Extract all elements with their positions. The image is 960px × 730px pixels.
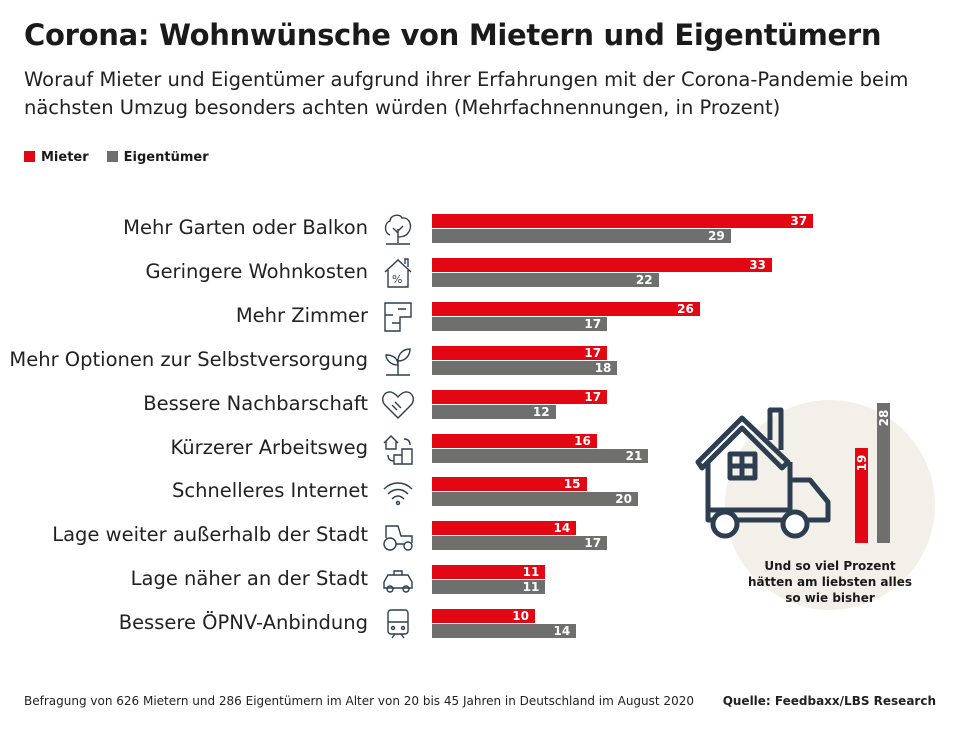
data-label: 37 [790,214,808,228]
data-label: 16 [574,433,591,448]
category-label: Lage näher an der Stadt [130,567,368,591]
bar-mieter [432,257,772,272]
bar-mieter [432,609,535,624]
legend-swatch [24,151,35,162]
data-label: 11 [522,565,540,580]
data-label: 17 [584,536,602,551]
chart-title: Corona: Wohnwünsche von Mietern und Eige… [24,18,882,52]
bar-eigentuemer [432,360,618,375]
bar-eigentuemer [432,624,577,639]
wifi-icon [383,482,413,506]
commute-icon [383,434,413,465]
category-label: Mehr Garten oder Balkon [123,216,368,239]
inset-data-label: 19 [855,454,869,472]
data-label: 10 [512,609,529,624]
legend-item-mieter: Mieter [24,150,89,165]
bar-mieter [432,345,608,360]
data-label: 33 [749,257,766,272]
bar-mieter [432,301,700,316]
data-label: 15 [563,477,581,492]
tractor-icon [383,525,413,551]
source: Quelle: Feedbaxx/LBS Research [722,694,936,708]
inset-data-label: 28 [877,409,891,427]
bar-mieter [432,565,546,580]
bar-mieter [432,521,577,536]
bar-eigentuemer [432,404,556,419]
inset-bar-mieter [855,448,868,543]
svg-text:%: % [392,273,402,286]
taxi-icon [383,570,413,593]
data-label: 29 [707,229,725,243]
data-label: 18 [594,360,612,375]
data-label: 14 [553,624,571,639]
data-label: 17 [584,316,602,331]
footnote: Befragung von 626 Mietern und 286 Eigent… [24,694,694,708]
bar-eigentuemer [432,229,731,243]
legend-swatch [106,151,118,162]
category-label: Bessere ÖPNV-Anbindung [118,611,368,635]
category-label: Lage weiter außerhalb der Stadt [52,523,368,547]
bar-eigentuemer [432,536,608,551]
bar-eigentuemer [432,580,546,595]
bar-mieter [432,214,814,228]
data-label: 26 [677,301,694,316]
bar-eigentuemer [432,316,608,331]
data-label: 17 [584,345,602,360]
category-label: Mehr Optionen zur Selbstversorgung [9,347,368,371]
house-percent-icon: % [384,258,412,288]
legend-label: Mieter [41,150,89,165]
tree-icon [384,214,412,245]
bar-eigentuemer [432,272,659,287]
moving-truck-house-icon [695,407,831,539]
data-label: 17 [584,389,602,404]
legend-item-eigentuemer: Eigentümer [106,150,209,165]
plant-icon [385,347,411,376]
heart-handshake-icon [382,390,414,419]
bar-mieter [432,477,587,492]
data-label: 20 [615,492,632,507]
bar-mieter [432,433,597,448]
bar-mieter [432,389,608,404]
data-label: 22 [635,272,653,287]
data-label: 21 [625,448,643,463]
category-label: Mehr Zimmer [235,303,368,327]
data-label: 14 [553,521,571,536]
legend-label: Eigentümer [123,150,209,165]
data-label: 11 [522,580,540,595]
floorplan-icon [384,302,412,332]
data-label: 12 [532,404,550,419]
chart-subtitle: Worauf Mieter und Eigentümer aufgrund ih… [24,68,909,119]
inset-text: Und so viel Prozent hätten am liebsten a… [747,559,913,605]
category-label: Kürzerer Arbeitsweg [170,435,368,459]
category-label: Bessere Nachbarschaft [143,391,368,415]
inset-bar-eigentuemer [877,403,890,543]
train-icon [387,609,409,639]
bar-eigentuemer [432,492,638,507]
category-label: Schnelleres Internet [171,479,368,503]
legend: Mieter Eigentümer [24,150,209,165]
category-label: Geringere Wohnkosten [145,259,368,283]
bar-eigentuemer [432,448,649,463]
